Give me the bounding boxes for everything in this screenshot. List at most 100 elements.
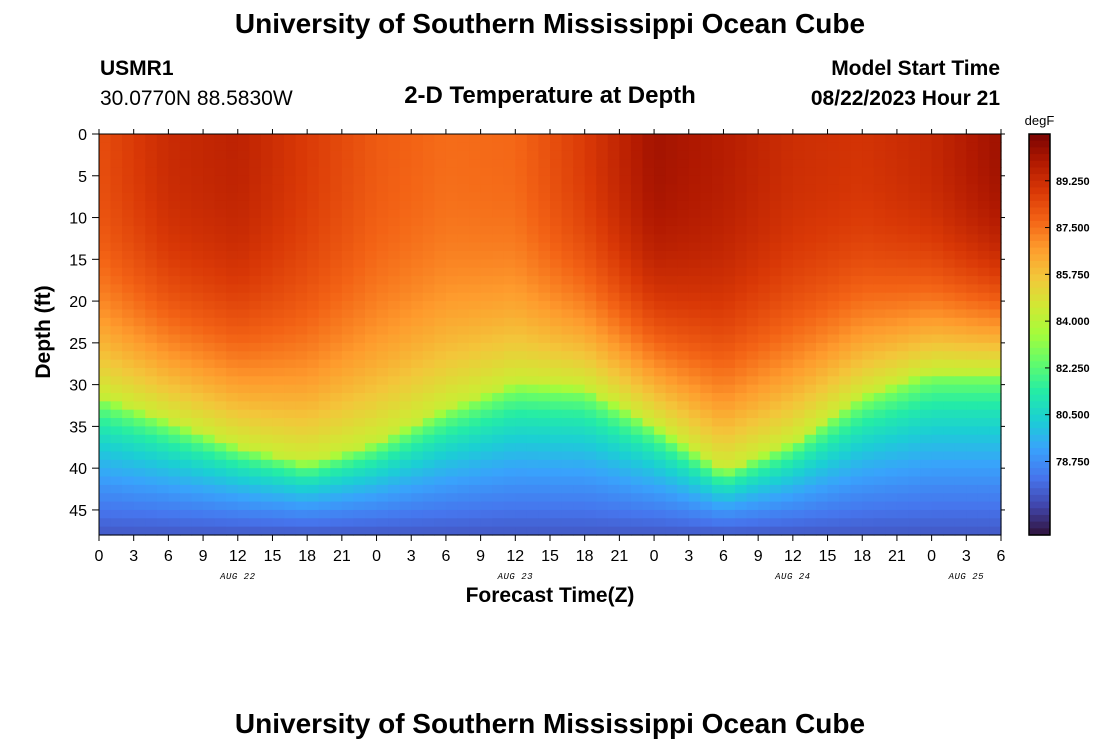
heatmap-cell: [492, 267, 505, 277]
heatmap-cell: [203, 175, 216, 185]
heatmap-cell: [839, 276, 852, 285]
heatmap-cell: [376, 184, 389, 194]
heatmap-cell: [862, 326, 875, 336]
heatmap-cell: [954, 384, 967, 394]
heatmap-cell: [619, 276, 632, 285]
heatmap-cell: [388, 526, 401, 536]
heatmap-cell: [989, 509, 1002, 519]
heatmap-cell: [839, 284, 852, 294]
date-label: AUG 23: [497, 572, 534, 582]
heatmap-cell: [318, 250, 331, 260]
heatmap-cell: [295, 443, 308, 453]
heatmap-cell: [896, 342, 910, 352]
heatmap-cell: [677, 217, 690, 227]
heatmap-cell: [584, 142, 597, 152]
heatmap-cell: [179, 250, 193, 260]
heatmap-cell: [596, 484, 609, 494]
heatmap-cell: [885, 309, 898, 319]
heatmap-cell: [307, 200, 320, 210]
heatmap-cell: [792, 134, 806, 143]
heatmap-cell: [318, 526, 331, 536]
heatmap-cell: [966, 451, 979, 461]
heatmap-cell: [353, 426, 366, 436]
heatmap-cell: [630, 301, 644, 311]
heatmap-cell: [122, 326, 135, 336]
heatmap-cell: [746, 192, 759, 202]
heatmap-cell: [688, 518, 701, 528]
heatmap-cell: [781, 142, 794, 152]
heatmap-cell: [885, 209, 898, 219]
heatmap-cell: [122, 234, 135, 244]
colorbar-swatch: [1029, 307, 1050, 316]
heatmap-cell: [573, 392, 586, 402]
heatmap-cell: [330, 401, 343, 411]
heatmap-cell: [110, 451, 123, 461]
date-label: AUG 22: [219, 572, 256, 582]
heatmap-cell: [237, 209, 250, 219]
heatmap-cell: [538, 267, 551, 277]
heatmap-cell: [619, 209, 632, 219]
heatmap-cell: [191, 359, 204, 369]
heatmap-cell: [619, 351, 632, 361]
heatmap-cell: [977, 284, 991, 294]
heatmap-cell: [908, 342, 921, 352]
heatmap-cell: [735, 468, 748, 478]
heatmap-cell: [561, 409, 574, 419]
heatmap-cell: [515, 426, 528, 436]
heatmap-cell: [758, 418, 771, 427]
heatmap-cell: [168, 509, 181, 519]
heatmap-cell: [469, 484, 482, 494]
heatmap-cell: [561, 292, 574, 302]
heatmap-cell: [122, 484, 135, 494]
heatmap-cell: [156, 284, 169, 294]
heatmap-cell: [503, 351, 516, 361]
heatmap-cell: [364, 476, 378, 486]
heatmap-cell: [550, 376, 563, 386]
heatmap-cell: [445, 309, 459, 319]
heatmap-cell: [469, 267, 482, 277]
heatmap-cell: [364, 292, 378, 302]
heatmap-cell: [642, 392, 655, 402]
heatmap-cell: [203, 301, 216, 311]
heatmap-cell: [607, 468, 620, 478]
heatmap-cell: [966, 225, 979, 235]
heatmap-cell: [110, 359, 123, 369]
heatmap-cell: [815, 192, 829, 202]
heatmap-cell: [746, 200, 759, 210]
heatmap-cell: [341, 292, 355, 302]
heatmap-cell: [330, 134, 343, 143]
heatmap-cell: [619, 326, 632, 336]
heatmap-cell: [179, 192, 193, 202]
heatmap-cell: [457, 509, 470, 519]
heatmap-cell: [758, 234, 771, 244]
heatmap-cell: [492, 250, 505, 260]
heatmap-cell: [677, 159, 690, 169]
heatmap-cell: [99, 259, 112, 269]
heatmap-cell: [364, 167, 378, 177]
heatmap-cell: [260, 259, 274, 269]
heatmap-cell: [769, 334, 782, 344]
heatmap-cell: [249, 376, 262, 386]
heatmap-cell: [122, 501, 135, 511]
heatmap-cell: [237, 468, 250, 478]
heatmap-cell: [226, 359, 239, 369]
heatmap-cell: [399, 326, 412, 336]
heatmap-cell: [237, 518, 250, 528]
heatmap-cell: [642, 326, 655, 336]
colorbar-swatch: [1029, 267, 1050, 275]
heatmap-cell: [538, 376, 551, 386]
heatmap-cell: [966, 526, 979, 536]
heatmap-cell: [792, 200, 806, 210]
heatmap-cell: [353, 276, 366, 285]
colorbar-swatch: [1029, 461, 1050, 469]
heatmap-cell: [330, 526, 343, 536]
heatmap-cell: [677, 301, 690, 311]
heatmap-cell: [399, 242, 412, 252]
heatmap-cell: [804, 376, 817, 386]
heatmap-cell: [896, 401, 910, 411]
heatmap-cell: [815, 150, 829, 160]
heatmap-cell: [179, 292, 193, 302]
heatmap-cell: [573, 217, 586, 227]
heatmap-cell: [214, 418, 227, 427]
heatmap-cell: [781, 200, 794, 210]
